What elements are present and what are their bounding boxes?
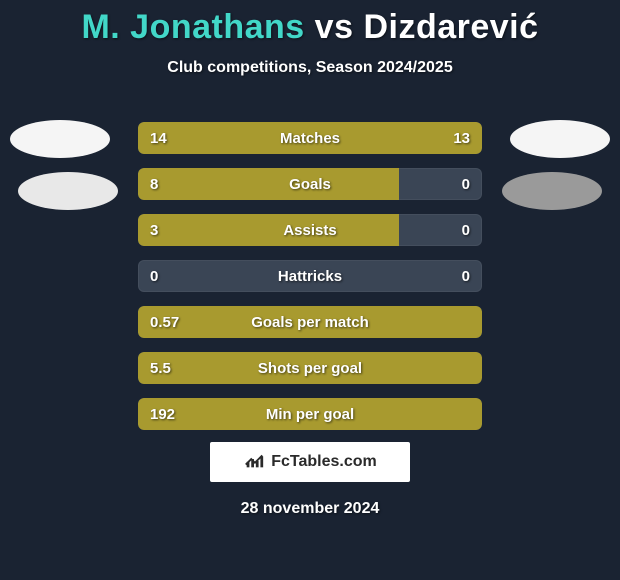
stat-label: Assists [138, 214, 482, 246]
stat-label: Matches [138, 122, 482, 154]
player2-name: Dizdarević [363, 8, 538, 46]
logo-text: FcTables.com [271, 453, 377, 471]
stat-label: Goals [138, 168, 482, 200]
subtitle: Club competitions, Season 2024/2025 [0, 59, 620, 77]
vs-text: vs [315, 8, 354, 46]
stats-bars: 1413Matches 80Goals 30Assists 00Hattricks 0.… [138, 122, 482, 444]
player1-avatar [10, 120, 110, 158]
stat-row: 192Min per goal [138, 398, 482, 430]
stat-label: Hattricks [138, 260, 482, 292]
stat-row: 5.5Shots per goal [138, 352, 482, 384]
stat-row: 80Goals [138, 168, 482, 200]
player1-name: M. Jonathans [81, 8, 304, 46]
chart-icon [243, 449, 265, 476]
stat-row: 0.57Goals per match [138, 306, 482, 338]
date-text: 28 november 2024 [0, 500, 620, 518]
player2-avatar [510, 120, 610, 158]
player1-team-badge [18, 172, 118, 210]
stat-label: Goals per match [138, 306, 482, 338]
comparison-title: M. Jonathans vs Dizdarević [0, 0, 620, 47]
stat-label: Shots per goal [138, 352, 482, 384]
fctables-logo: FcTables.com [210, 442, 410, 482]
stat-row: 00Hattricks [138, 260, 482, 292]
stat-row: 1413Matches [138, 122, 482, 154]
player2-team-badge [502, 172, 602, 210]
stat-row: 30Assists [138, 214, 482, 246]
stat-label: Min per goal [138, 398, 482, 430]
